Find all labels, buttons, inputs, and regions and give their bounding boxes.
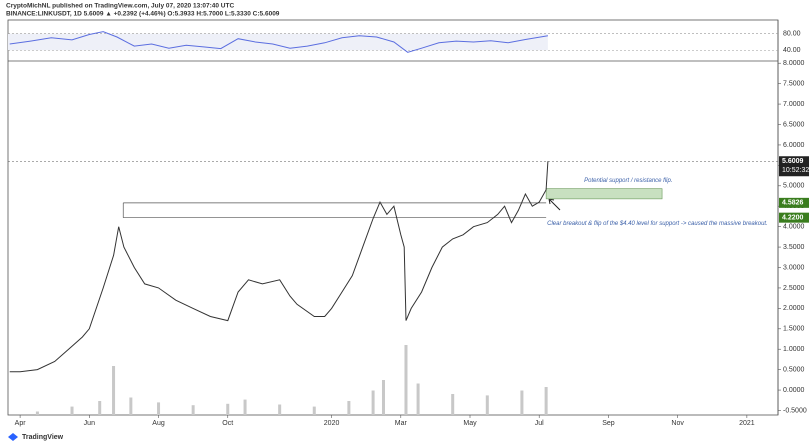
volume-bar: [157, 402, 161, 415]
volume-bar: [485, 395, 489, 415]
volume-bar: [243, 399, 247, 415]
y-tick-label: 3.0000: [783, 264, 805, 271]
rsi-tick-label: 80.00: [783, 31, 801, 38]
volume-bar: [312, 406, 316, 415]
rsi-tick-label: 40.00: [783, 47, 801, 54]
y-tick-label: 3.5000: [783, 244, 805, 251]
header-title: CryptoMichNL published on TradingView.co…: [6, 3, 234, 10]
volume-bar: [451, 394, 455, 415]
x-tick-label: Sep: [602, 420, 615, 427]
footer-brand: TradingView: [22, 434, 64, 441]
y-tick-label: 6.0000: [783, 142, 805, 149]
y-tick-label: 2.5000: [783, 285, 805, 292]
volume-bar: [347, 401, 351, 415]
y-tick-label: 7.0000: [783, 101, 805, 108]
volume-bar: [35, 411, 39, 415]
support-zone: [545, 188, 663, 200]
x-tick-label: Jun: [84, 420, 95, 427]
volume-bar: [129, 397, 133, 415]
brand-logo: [8, 433, 18, 441]
x-tick-label: Oct: [222, 420, 233, 427]
volume-bar: [381, 380, 385, 415]
x-tick-label: 2021: [739, 420, 755, 427]
volume-bar: [226, 403, 230, 415]
x-tick-label: Apr: [15, 420, 27, 427]
volume-bar: [371, 390, 375, 415]
level-label: 4.5826: [782, 200, 804, 207]
x-tick-label: Aug: [152, 420, 165, 427]
price-line: [9, 161, 549, 373]
last-price-tag: [779, 156, 809, 177]
y-tick-label: 1.5000: [783, 326, 805, 333]
volume-bar: [404, 345, 408, 415]
y-tick-label: 0.0000: [783, 387, 805, 394]
rsi-band: [8, 33, 548, 51]
x-tick-label: May: [463, 420, 477, 427]
y-tick-label: 0.5000: [783, 366, 805, 373]
y-tick-label: 7.5000: [783, 80, 805, 87]
volume-bar: [278, 404, 282, 415]
y-tick-label: 8.0000: [783, 60, 805, 67]
level-label: 4.2200: [782, 215, 804, 222]
annotation: Potential support / resistance flip.: [584, 178, 672, 184]
volume-bar: [191, 405, 195, 415]
countdown-label: 10:52:32: [782, 167, 809, 174]
volume-bar: [98, 401, 102, 415]
y-tick-label: 5.0000: [783, 183, 805, 190]
rsi-line: [9, 31, 548, 53]
volume-bar: [544, 387, 548, 415]
volume-bar: [520, 390, 524, 415]
y-tick-label: -0.5000: [783, 407, 807, 414]
header-symbol: BINANCE:LINKUSDT, 1D 5.6009 ▲ +0.2392 (+…: [6, 11, 280, 18]
level-tag: [779, 212, 809, 223]
x-tick-label: Nov: [671, 420, 684, 427]
volume-bar: [416, 383, 420, 415]
x-tick-label: 2020: [324, 420, 340, 427]
y-tick-label: 4.0000: [783, 223, 805, 230]
x-tick-label: Mar: [395, 420, 408, 427]
volume-bar: [70, 406, 74, 415]
volume-bar: [112, 366, 116, 415]
y-tick-label: 2.0000: [783, 305, 805, 312]
y-tick-label: 1.0000: [783, 346, 805, 353]
x-tick-label: Jul: [535, 420, 544, 427]
annotation: Clear breakout & flip of the $4.40 level…: [547, 221, 768, 227]
level-tag: [779, 197, 809, 208]
y-tick-label: 6.5000: [783, 121, 805, 128]
last-price-label: 5.6009: [782, 158, 804, 165]
